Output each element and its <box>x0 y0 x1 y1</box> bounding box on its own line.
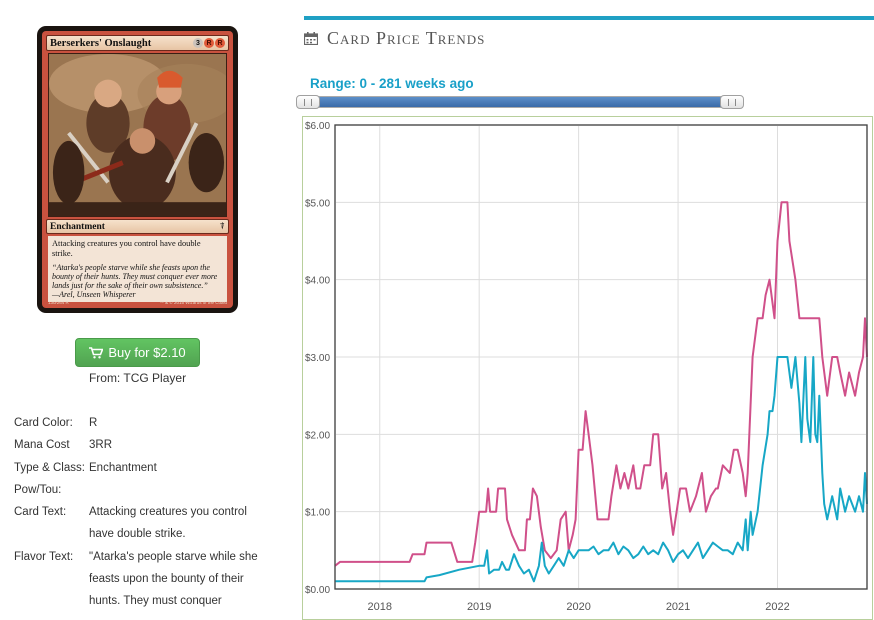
detail-label: Pow/Tou: <box>14 483 62 496</box>
card-artwork-illustration <box>49 54 226 216</box>
chart-x-tick-label: 2019 <box>467 601 491 613</box>
range-label: Range: 0 - 281 weeks ago <box>310 76 474 91</box>
card-name: Berserkers' Onslaught <box>50 37 152 49</box>
card-flavor-attribution: —Arel, Unseen Whisperer <box>52 290 136 299</box>
range-slider-fill <box>308 97 732 107</box>
detail-label: Flavor Text: <box>14 550 74 563</box>
panel-accent-line <box>304 16 874 20</box>
card-footer: 130/264 R ™ & © 2015 Wizards of the Coas… <box>48 297 227 307</box>
mana-symbol-red: R <box>204 38 214 48</box>
chart-y-tick-label: $5.00 <box>305 198 330 209</box>
chart-y-tick-label: $1.00 <box>305 508 330 519</box>
shopping-cart-icon <box>89 346 104 358</box>
chart-x-tick-label: 2020 <box>566 601 590 613</box>
detail-value: "Atarka's people starve while she feasts… <box>89 550 258 608</box>
chart-x-tick-label: 2018 <box>368 601 392 613</box>
detail-label: Card Text: <box>14 506 67 519</box>
buy-button-label: Buy for $2.10 <box>108 345 186 360</box>
panel-title: Card Price Trends <box>304 28 485 49</box>
chart-x-tick-label: 2022 <box>765 601 789 613</box>
card-collector-info: 130/264 R <box>48 299 69 305</box>
card-artwork <box>48 53 227 217</box>
chart-y-tick-label: $6.00 <box>305 121 330 132</box>
card-image: Berserkers' Onslaught 3 R R <box>37 26 238 313</box>
chart-y-tick-label: $4.00 <box>305 276 330 287</box>
detail-value: Attacking creatures you control have dou… <box>89 506 247 541</box>
detail-row-card-color: Card Color: R <box>14 412 274 434</box>
detail-value: Enchantment <box>89 461 157 474</box>
chart-y-tick-label: $3.00 <box>305 353 330 364</box>
detail-row-mana-cost: Mana Cost 3RR <box>14 434 274 456</box>
chart-series-line-0 <box>334 201 868 567</box>
buy-vendor-text: From: TCG Player <box>88 371 187 385</box>
card-type-line: Enchantment <box>50 221 105 232</box>
detail-value: R <box>89 417 98 429</box>
calendar-icon <box>304 32 318 45</box>
detail-label: Card Color: <box>14 417 73 429</box>
chart-plot-border <box>334 124 868 590</box>
price-chart: $0.00 $1.00 $2.00 $3.00 $4.00 $5.00 $6.00 2018 2… <box>305 121 868 613</box>
detail-row-flavor-text: Flavor Text: "Atarka's people starve whi… <box>14 546 274 613</box>
detail-row-type-class: Type & Class: Enchantment <box>14 457 274 479</box>
card-rules-text: Attacking creatures you control have dou… <box>52 239 201 258</box>
range-slider-max-handle[interactable] <box>720 95 744 109</box>
card-flavor-text: “Atarka's people starve while she feasts… <box>52 263 218 290</box>
card-type-bar: Enchantment ⍒ <box>46 219 229 234</box>
range-slider-min-handle[interactable] <box>296 95 320 109</box>
detail-row-pow-tou: Pow/Tou: <box>14 479 274 501</box>
chart-y-tick-label: $0.00 <box>305 585 330 596</box>
chart-y-tick-label: $2.00 <box>305 430 330 441</box>
price-chart-container: $0.00 $1.00 $2.00 $3.00 $4.00 $5.00 $6.00 2018 2… <box>302 116 873 620</box>
detail-label: Type & Class: <box>14 461 85 474</box>
chart-series-line-1 <box>335 356 868 583</box>
detail-value: 3RR <box>89 439 113 452</box>
card-text-box: Attacking creatures you control have dou… <box>48 236 227 302</box>
detail-row-card-text: Card Text: Attacking creatures you contr… <box>14 501 274 546</box>
panel-title-text: Card Price Trends <box>327 28 486 48</box>
detail-label: Mana Cost <box>14 439 70 452</box>
chart-x-tick-label: 2021 <box>666 601 690 613</box>
card-copyright: ™ & © 2015 Wizards of the Coast <box>159 299 227 305</box>
card-frame: Berserkers' Onslaught 3 R R <box>42 31 233 308</box>
card-title-bar: Berserkers' Onslaught 3 R R <box>46 35 229 51</box>
card-details: Card Color: R Mana Cost 3RR Type & Class… <box>14 412 274 613</box>
detail-value <box>89 479 264 501</box>
mana-cost-symbols: 3 R R <box>193 38 225 48</box>
mana-symbol-red: R <box>215 38 225 48</box>
mana-symbol-generic: 3 <box>193 38 203 48</box>
buy-button[interactable]: Buy for $2.10 <box>75 338 200 367</box>
set-symbol-icon: ⍒ <box>219 221 225 231</box>
